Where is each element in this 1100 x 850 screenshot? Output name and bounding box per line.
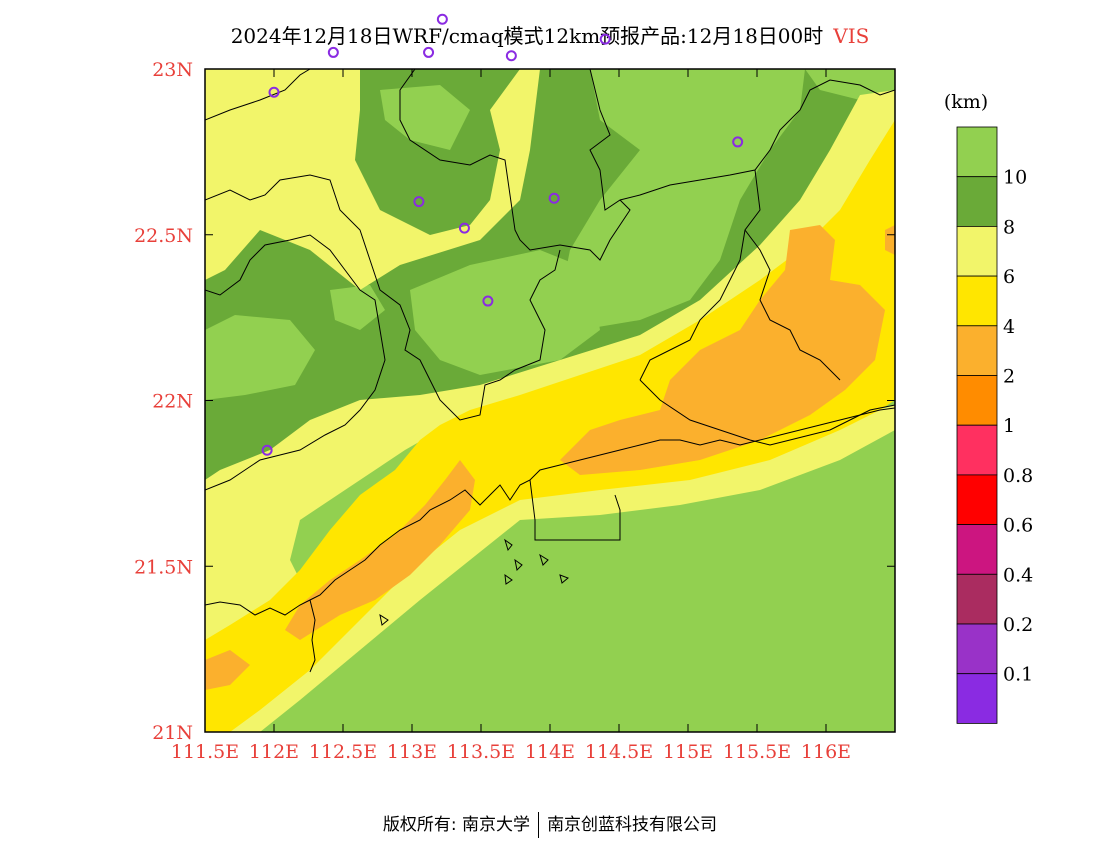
vis-band-2-4-west xyxy=(285,460,475,640)
vis-band-6-8 xyxy=(205,69,540,290)
x-tick-label: 116E xyxy=(801,741,851,763)
vis-band-2-4-sw xyxy=(205,650,250,690)
colorbar-swatch xyxy=(956,375,998,426)
colorbar-swatch xyxy=(956,325,998,376)
y-tick-label: 21.5N xyxy=(134,556,193,578)
colorbar-swatch xyxy=(956,424,998,476)
y-tick-label: 23N xyxy=(152,59,193,81)
colorbar-swatch xyxy=(956,176,998,227)
island-1 xyxy=(504,538,513,552)
title-variable: VIS xyxy=(833,24,870,48)
station-marker xyxy=(599,33,611,45)
vis-band-10plus-west xyxy=(205,315,315,400)
boundary-lines xyxy=(205,69,895,673)
colorbar-level-label: 6 xyxy=(1003,266,1015,288)
vis-band-10plus-nw xyxy=(380,85,470,150)
copyright-footer: 版权所有: 南京大学 南京创蓝科技有限公司 xyxy=(0,810,1100,838)
colorbar-level-label: 0.2 xyxy=(1003,614,1033,636)
y-tick-label: 21N xyxy=(152,722,193,744)
colorbar-level-label: 0.8 xyxy=(1003,465,1033,487)
x-tick-label: 112E xyxy=(249,741,299,763)
station-marker xyxy=(327,46,339,58)
city-boundary-3 xyxy=(619,79,895,381)
colorbar-swatch xyxy=(956,225,998,277)
footer-separator xyxy=(538,812,540,838)
vis-band-10plus-center xyxy=(410,250,600,375)
city-boundary-4 xyxy=(639,229,895,446)
station-marker xyxy=(261,444,273,456)
x-tick-label: 112.5E xyxy=(309,741,377,763)
colorbar-level-label: 0.4 xyxy=(1003,564,1033,586)
island-3 xyxy=(539,553,549,566)
colorbar-level-label: 4 xyxy=(1003,316,1015,338)
station-marker xyxy=(548,192,560,204)
copyright-left: 版权所有: 南京大学 xyxy=(382,815,531,835)
visibility-field xyxy=(205,69,895,732)
boundary-south xyxy=(309,599,316,673)
vis-band-10plus-north xyxy=(560,69,805,330)
map-title: 2024年12月18日WRF/cmaq模式12km预报产品:12月18日00时 V… xyxy=(0,20,1100,49)
colorbar-level-label: 2 xyxy=(1003,366,1015,388)
island-4 xyxy=(559,574,569,584)
x-tick-label: 115.5E xyxy=(723,741,791,763)
island-6 xyxy=(379,613,389,626)
colorbar-level-label: 10 xyxy=(1003,167,1027,189)
station-markers xyxy=(261,13,744,456)
colorbar-swatch xyxy=(956,623,998,675)
colorbar-unit: (km) xyxy=(944,91,988,113)
station-marker xyxy=(505,50,517,62)
vis-band-10plus-ne xyxy=(805,69,895,100)
station-marker xyxy=(482,295,494,307)
colorbar-level-label: 1 xyxy=(1003,415,1015,437)
colorbar-level-label: 8 xyxy=(1003,216,1015,238)
station-marker xyxy=(436,13,448,25)
colorbar-level-label: 0.6 xyxy=(1003,515,1033,537)
station-marker xyxy=(413,196,425,208)
colorbar-level-label: 0.1 xyxy=(1003,664,1033,686)
province-boundary xyxy=(205,69,631,261)
colorbar-swatch xyxy=(956,573,998,625)
x-tick-label: 113.5E xyxy=(447,741,515,763)
x-axis: 111.5E 112E 112.5E 113E 113.5E 114E 114.5E 115E… xyxy=(171,69,851,763)
station-marker xyxy=(268,86,280,98)
colorbar-swatch xyxy=(956,275,998,327)
island-2 xyxy=(514,558,523,572)
vis-band-2-4-ne xyxy=(885,225,895,255)
x-tick-label: 114.5E xyxy=(585,741,653,763)
y-tick-label: 22.5N xyxy=(134,225,193,247)
x-tick-label: 113E xyxy=(387,741,437,763)
colorbar-swatch xyxy=(956,126,998,178)
vis-band-6-8-coast xyxy=(205,405,895,732)
vis-band-10plus-mid xyxy=(330,285,385,330)
island-5 xyxy=(504,573,513,585)
station-marker xyxy=(732,136,744,148)
y-tick-label: 22N xyxy=(152,391,193,413)
vis-band-6-8-band xyxy=(205,90,895,650)
colorbar: 10 8 6 4 2 1 0.8 0.6 0.4 0.2 0.1 xyxy=(956,126,1033,724)
colorbar-swatch xyxy=(956,524,998,575)
vis-band-2-4 xyxy=(560,225,885,475)
title-main: 2024年12月18日WRF/cmaq模式12km预报产品:12月18日00时 xyxy=(230,24,824,48)
colorbar-swatch xyxy=(956,673,998,724)
x-tick-label: 114E xyxy=(525,741,575,763)
copyright-right: 南京创蓝科技有限公司 xyxy=(547,815,718,835)
city-boundary-2 xyxy=(205,234,386,491)
colorbar-swatch xyxy=(956,474,998,525)
x-tick-label: 115E xyxy=(663,741,713,763)
x-tick-label: 111.5E xyxy=(171,741,239,763)
station-marker xyxy=(458,222,470,234)
station-marker xyxy=(423,46,435,58)
shenzhen-hk-boundary xyxy=(529,479,621,541)
city-boundary-1 xyxy=(205,174,561,421)
